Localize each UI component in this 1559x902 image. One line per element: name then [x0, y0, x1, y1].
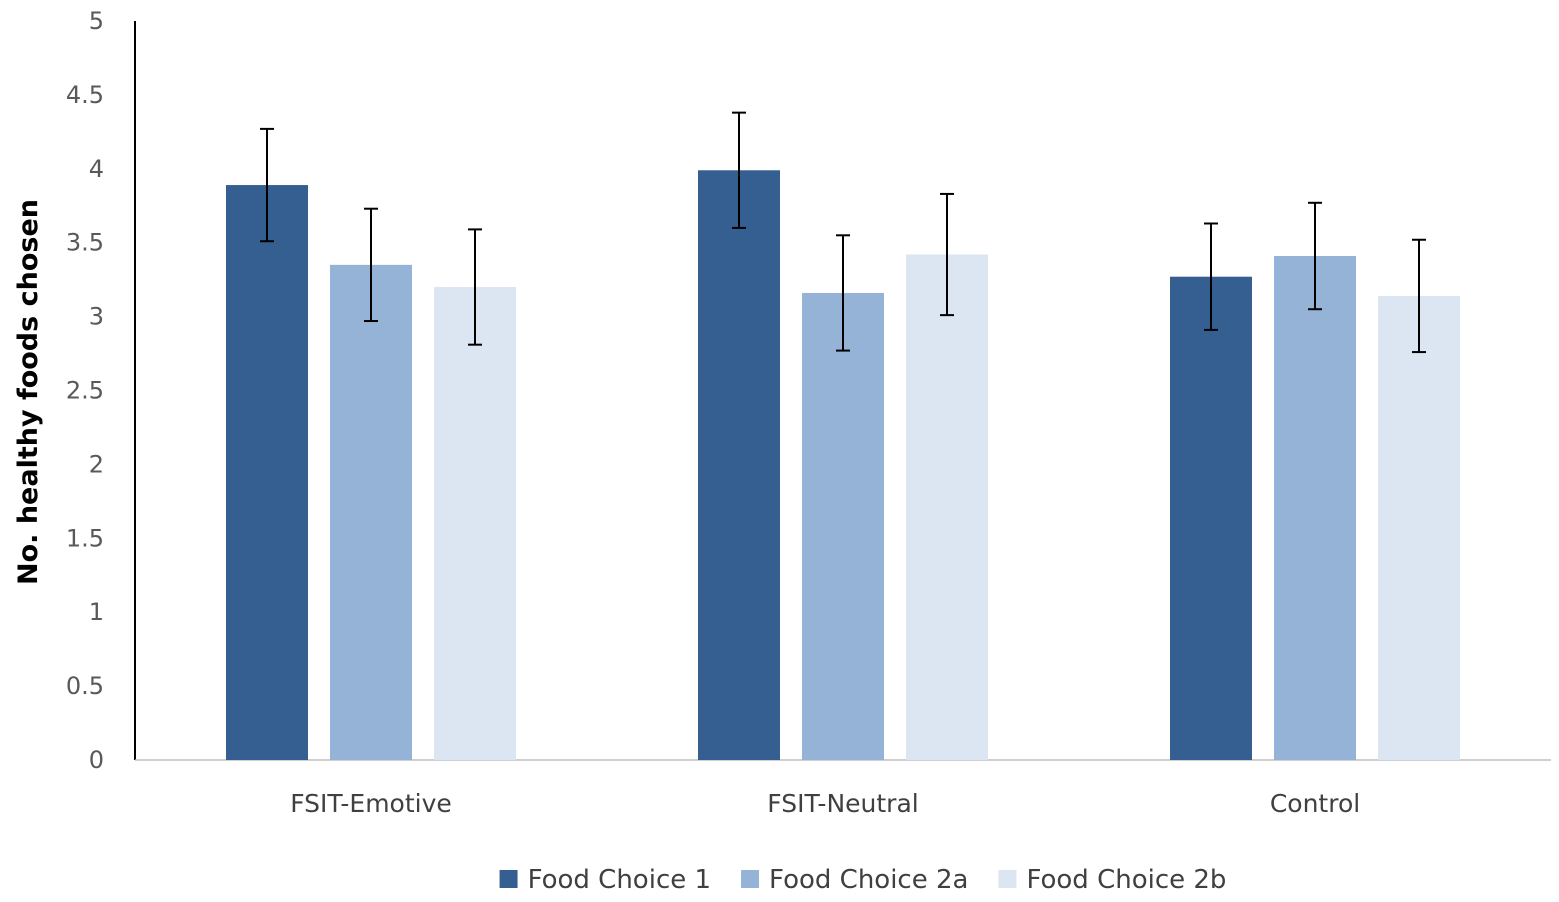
bar-food-choice-1-fsit-emotive: [226, 185, 308, 761]
bar-food-choice-2a-fsit-neutral: [802, 292, 884, 760]
y-tick-label: 0: [89, 746, 104, 774]
y-axis-label: No. healthy foods chosen: [13, 199, 44, 585]
legend-label: Food Choice 2a: [769, 865, 968, 895]
bars: [226, 170, 1460, 761]
bar-food-choice-1-fsit-neutral: [698, 170, 780, 760]
x-category-label: Control: [1270, 789, 1360, 818]
y-tick-label: 1.5: [66, 524, 104, 552]
error-bar: [732, 111, 746, 229]
y-tick-label: 0.5: [66, 672, 104, 700]
bar-food-choice-2b-control: [1378, 295, 1460, 760]
y-tick-label: 5: [89, 7, 104, 35]
legend-swatch: [998, 870, 1017, 888]
y-tick-label: 2: [89, 450, 104, 478]
bar-food-choice-2b-fsit-emotive: [434, 287, 516, 760]
error-bar: [836, 234, 850, 352]
error-bar: [364, 207, 378, 323]
legend: Food Choice 1 Food Choice 2a Food Choice 2…: [499, 865, 1226, 895]
error-bar: [1204, 222, 1218, 331]
bar-food-choice-2a-fsit-emotive: [330, 264, 412, 760]
error-bars: [260, 111, 1426, 354]
legend-swatch: [741, 870, 760, 888]
y-tick-label: 1: [89, 598, 104, 626]
error-bar: [940, 192, 954, 317]
error-bar: [260, 127, 274, 243]
y-axis-tick-labels: 0 0.5 1 1.5 2 2.5 3 3.5 4 4.5 5: [66, 7, 104, 774]
y-tick-label: 2.5: [66, 377, 104, 405]
y-tick-label: 4: [89, 155, 104, 183]
y-tick-label: 3: [89, 303, 104, 331]
bar-food-choice-2a-control: [1274, 256, 1356, 760]
x-category-label: FSIT-Neutral: [767, 789, 918, 818]
x-axis-category-labels: FSIT-Emotive FSIT-Neutral Control: [290, 789, 1360, 818]
x-category-label: FSIT-Emotive: [290, 789, 452, 818]
error-bar: [1308, 201, 1322, 311]
bar-food-choice-2b-fsit-neutral: [906, 254, 988, 761]
error-bar: [468, 228, 482, 346]
legend-label: Food Choice 1: [528, 865, 711, 895]
bar-food-choice-1-control: [1170, 276, 1252, 760]
error-bar: [1412, 238, 1426, 354]
legend-swatch: [499, 870, 518, 888]
y-tick-label: 4.5: [66, 81, 104, 109]
legend-label: Food Choice 2b: [1026, 865, 1226, 895]
y-tick-label: 3.5: [66, 229, 104, 257]
